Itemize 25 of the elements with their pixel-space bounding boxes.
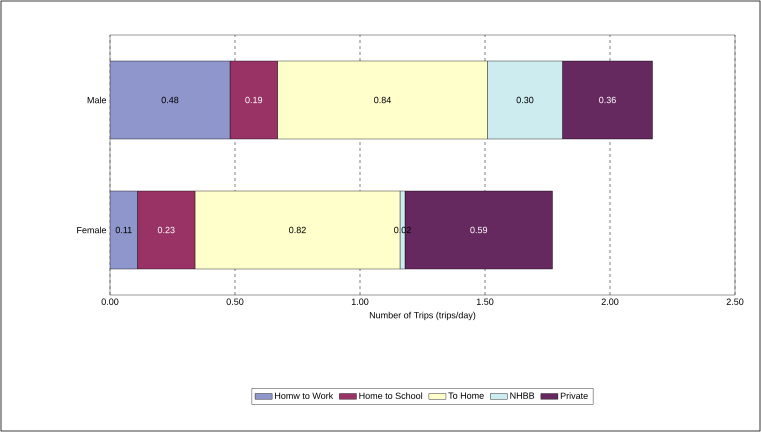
y-tick-label: Female <box>77 226 106 234</box>
x-tick-label: 2.00 <box>602 298 618 305</box>
legend-label: Homw to Work <box>275 392 334 400</box>
x-tick-label: 2.50 <box>726 298 744 305</box>
data-label: 0.48 <box>162 96 178 104</box>
data-label: 0.36 <box>599 96 616 104</box>
x-tick-label: 0.50 <box>226 298 244 305</box>
data-label: 0.23 <box>158 226 175 234</box>
data-label: 0.11 <box>116 226 132 234</box>
data-label: 0.84 <box>374 96 391 104</box>
data-label: 0.30 <box>516 96 534 104</box>
legend-label: Private <box>560 392 588 400</box>
data-label: 0.82 <box>289 226 306 234</box>
x-axis-title: Number of Trips (trips/day) <box>370 312 476 320</box>
legend-label: Home to School <box>359 392 422 400</box>
x-tick-label: 1.00 <box>352 298 368 305</box>
data-label: 0.59 <box>470 226 488 234</box>
bar <box>110 60 230 140</box>
legend-label: NHBB <box>510 392 534 399</box>
legend-label: To Home <box>448 392 484 399</box>
bar <box>110 190 138 270</box>
y-tick-label: Male <box>88 96 106 104</box>
x-tick-label: 0.00 <box>102 298 118 305</box>
x-tick-label: 1.50 <box>476 298 494 305</box>
data-label: 0.19 <box>245 96 262 104</box>
